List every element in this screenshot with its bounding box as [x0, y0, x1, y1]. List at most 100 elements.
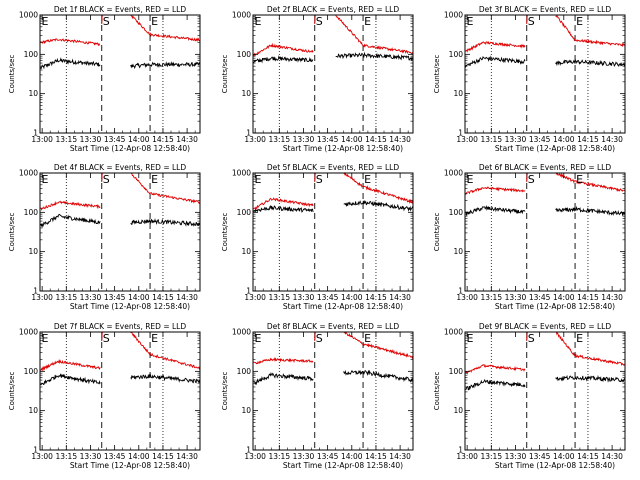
x-axis-label: Start Time (12-Apr-08 12:58:40): [70, 144, 190, 153]
x-tick-label: 14:15: [577, 452, 599, 461]
panel-title: Det 4f BLACK = Events, RED = LLD: [54, 163, 187, 172]
x-tick-label: 13:15: [55, 293, 77, 302]
x-axis-label: Start Time (12-Apr-08 12:58:40): [70, 302, 190, 311]
y-tick-label: 1000: [444, 11, 463, 20]
y-tick-label: 1000: [19, 328, 38, 337]
y-tick-label: 1000: [232, 169, 251, 178]
x-axis-label: Start Time (12-Apr-08 12:58:40): [495, 461, 615, 470]
series-red-line: [130, 14, 201, 42]
y-axis-label: Counts/sec: [8, 55, 16, 94]
y-tick-label: 10: [453, 247, 463, 256]
plot-frame: [464, 172, 626, 292]
y-tick-label: 1000: [444, 328, 463, 337]
panel-marker-label: E: [42, 15, 49, 28]
y-tick-label: 10: [28, 247, 38, 256]
series-black-line: [130, 218, 201, 227]
y-tick-label: 1000: [444, 169, 463, 178]
plot-frame: [252, 14, 414, 134]
x-tick-label: 13:45: [104, 452, 126, 461]
x-tick-label: 13:45: [529, 452, 551, 461]
panel-marker-label: E: [467, 15, 474, 28]
panel-title: Det 8f BLACK = Events, RED = LLD: [267, 322, 400, 331]
series-black-line: [555, 59, 626, 68]
y-tick-label: 1000: [232, 11, 251, 20]
y-tick-label: 1000: [19, 11, 38, 20]
x-tick-label: 14:00: [553, 293, 575, 302]
y-axis-label: Counts/sec: [8, 213, 16, 252]
x-tick-label: 13:15: [480, 293, 502, 302]
panel-marker-label: S: [103, 15, 110, 28]
y-tick-label: 100: [237, 367, 252, 376]
x-axis-label: Start Time (12-Apr-08 12:58:40): [283, 144, 403, 153]
x-tick-label: 13:30: [505, 293, 527, 302]
series-red-line: [465, 186, 526, 195]
series-black-line: [335, 51, 414, 62]
x-tick-label: 14:30: [601, 293, 623, 302]
series-red-line: [555, 172, 626, 193]
y-axis-label: Counts/sec: [8, 372, 16, 411]
x-tick-label: 13:30: [293, 293, 315, 302]
x-tick-label: 14:15: [577, 293, 599, 302]
panel-marker-label: E: [576, 15, 583, 28]
x-axis-label: Start Time (12-Apr-08 12:58:40): [283, 302, 403, 311]
series-red-line: [253, 42, 314, 57]
x-tick-label: 13:45: [317, 293, 339, 302]
series-red-line: [465, 364, 526, 375]
x-tick-label: 13:15: [480, 452, 502, 461]
x-tick-label: 14:30: [601, 135, 623, 144]
series-red-line: [314, 172, 316, 182]
y-tick-label: 10: [241, 406, 251, 415]
x-tick-label: 13:45: [529, 135, 551, 144]
plot-frame: [39, 331, 201, 451]
plot-frame: [252, 331, 414, 451]
x-tick-label: 14:30: [176, 293, 198, 302]
x-tick-label: 13:00: [244, 135, 266, 144]
series-red-line: [555, 331, 626, 366]
panel-title: Det 7f BLACK = Events, RED = LLD: [54, 322, 187, 331]
y-tick-label: 10: [241, 89, 251, 98]
x-tick-label: 13:00: [244, 452, 266, 461]
panel-marker-label: S: [103, 332, 110, 345]
x-axis-label: Start Time (12-Apr-08 12:58:40): [495, 144, 615, 153]
x-tick-label: 13:45: [317, 135, 339, 144]
y-axis-label: Counts/sec: [433, 372, 441, 411]
series-red-line: [343, 172, 414, 205]
series-black-line: [555, 205, 626, 216]
series-black-line: [130, 61, 201, 70]
series-black-line: [253, 55, 314, 64]
x-tick-label: 13:45: [104, 293, 126, 302]
y-tick-label: 10: [28, 89, 38, 98]
series-black-line: [555, 374, 626, 383]
x-tick-label: 14:30: [176, 452, 198, 461]
series-red-line: [40, 38, 101, 47]
x-tick-label: 13:30: [293, 452, 315, 461]
panel-marker-label: E: [255, 15, 262, 28]
x-tick-label: 14:15: [365, 452, 387, 461]
x-tick-label: 13:30: [80, 452, 102, 461]
x-tick-label: 14:15: [152, 293, 174, 302]
series-red-line: [526, 331, 528, 341]
panel-marker-label: E: [42, 332, 49, 345]
plot-frame: [252, 172, 414, 292]
x-tick-label: 13:30: [505, 135, 527, 144]
x-tick-label: 14:00: [128, 293, 150, 302]
x-tick-label: 13:30: [505, 452, 527, 461]
y-tick-label: 1: [458, 287, 463, 296]
panel-title: Det 2f BLACK = Events, RED = LLD: [267, 5, 400, 14]
panel-marker-label: E: [467, 332, 474, 345]
x-tick-label: 13:15: [55, 135, 77, 144]
x-tick-label: 14:30: [389, 452, 411, 461]
panel-title: Det 5f BLACK = Events, RED = LLD: [267, 163, 400, 172]
panel-marker-label: E: [151, 173, 158, 186]
y-tick-label: 100: [449, 50, 464, 59]
y-axis-label: Counts/sec: [221, 213, 229, 252]
y-axis-label: Counts/sec: [221, 55, 229, 94]
series-black-line: [40, 213, 101, 228]
y-tick-label: 1000: [19, 169, 38, 178]
x-axis-label: Start Time (12-Apr-08 12:58:40): [283, 461, 403, 470]
panel-marker-label: E: [576, 332, 583, 345]
y-tick-label: 100: [237, 208, 252, 217]
